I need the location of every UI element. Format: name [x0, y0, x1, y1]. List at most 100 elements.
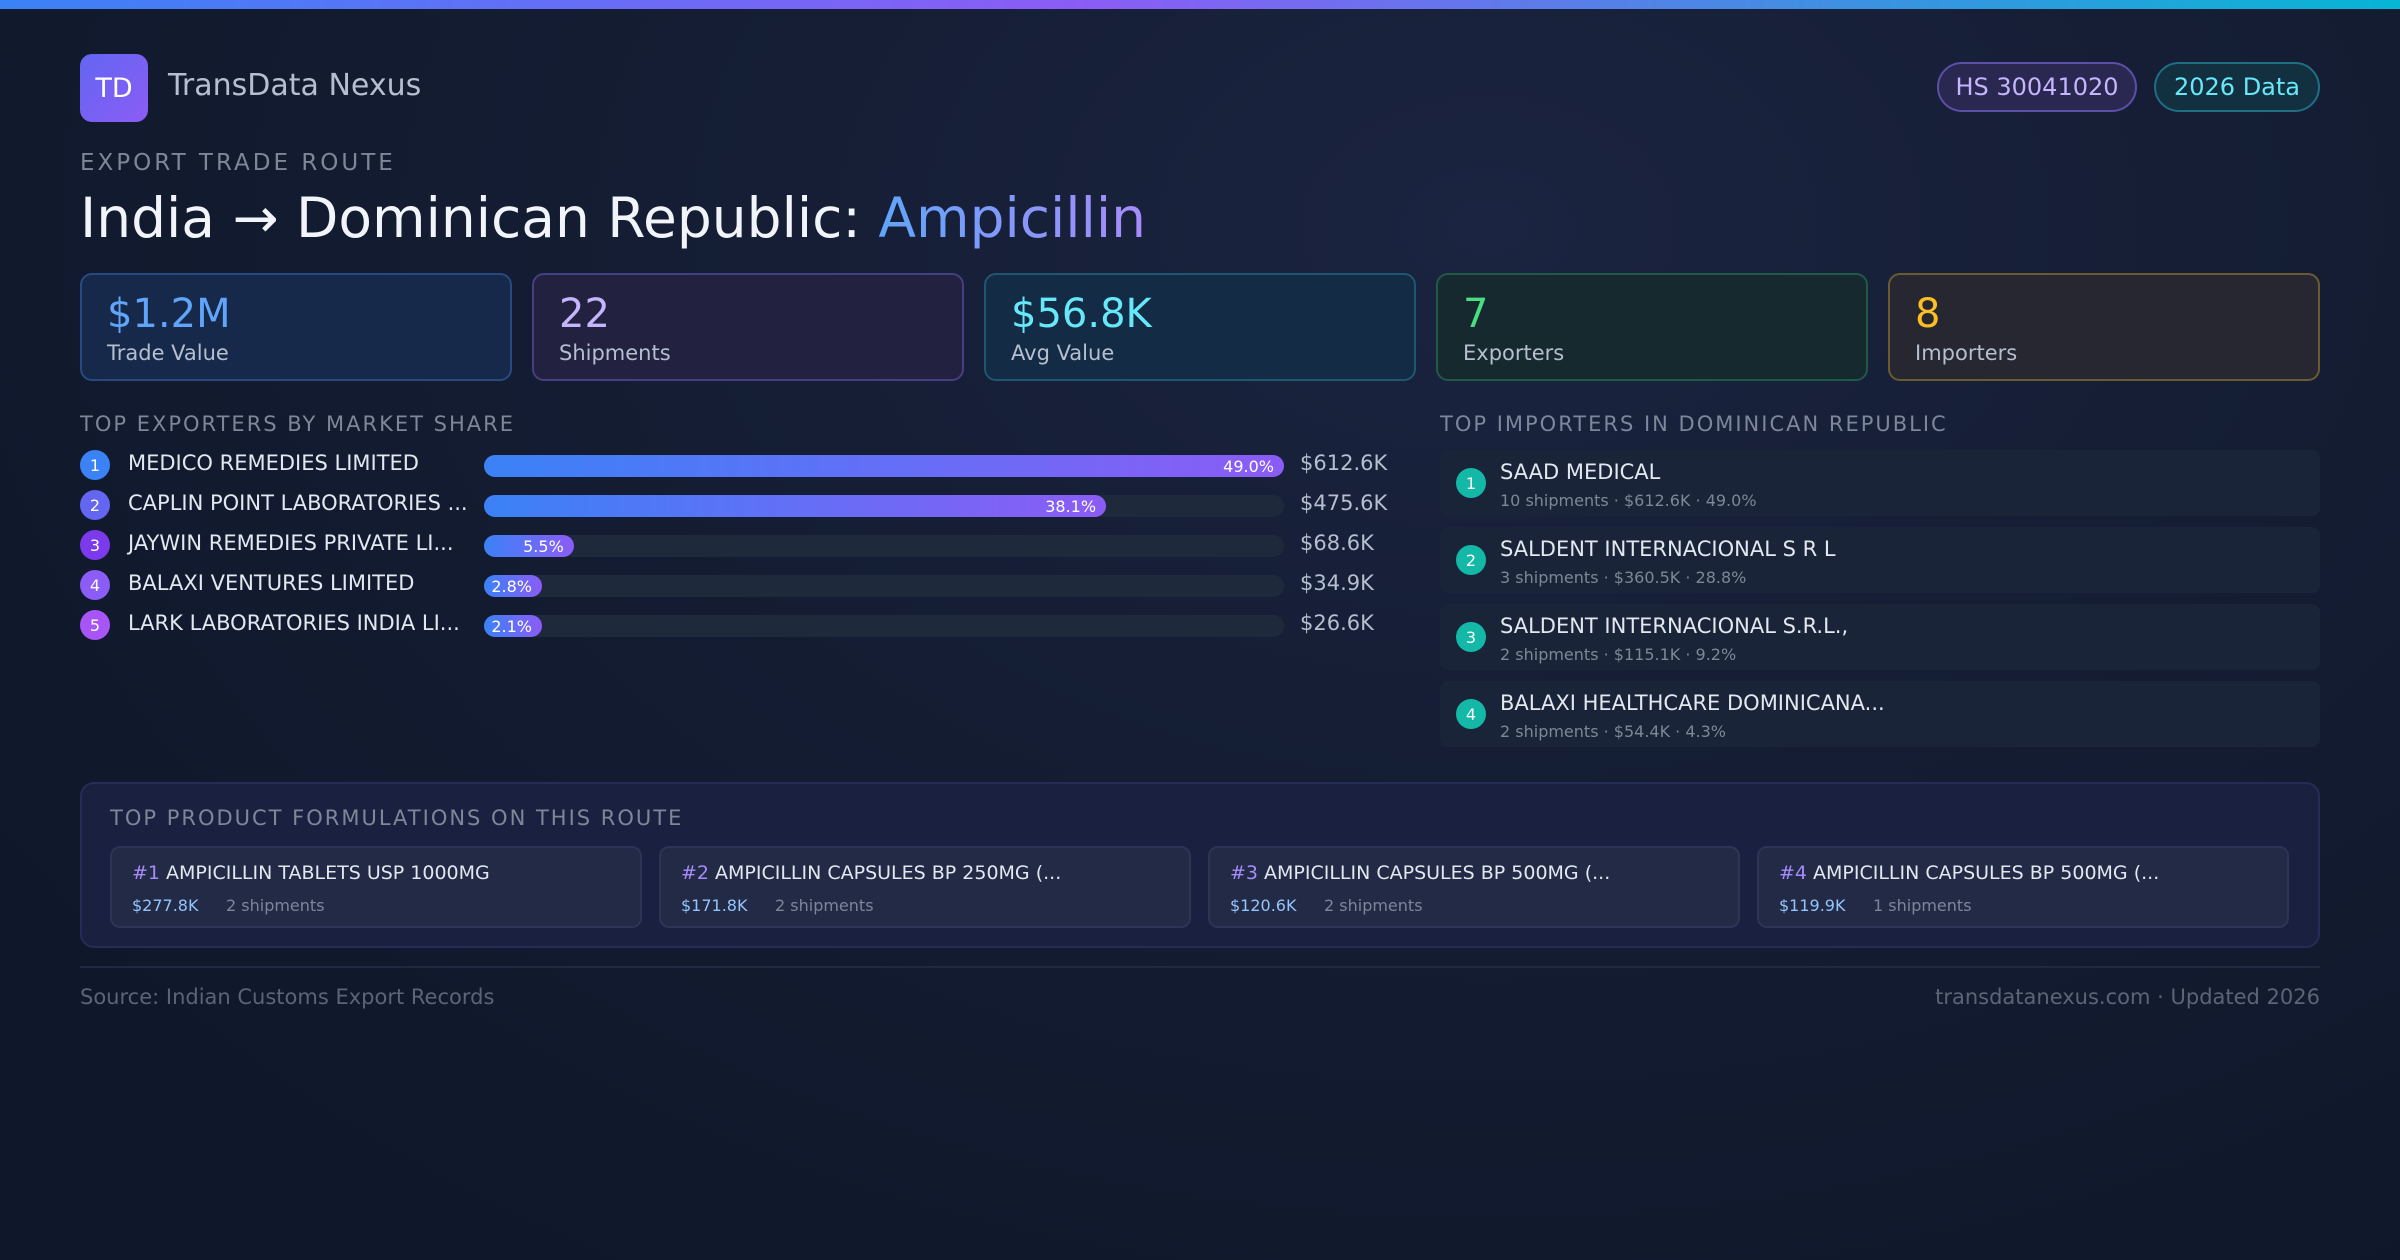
product-index: #1	[132, 862, 161, 884]
share-bar-fill: 2.8%	[484, 575, 542, 597]
exporter-name: CAPLIN POINT LABORATORIES ...	[128, 491, 468, 515]
importer-meta: 10 shipments · $612.6K · 49.0%	[1500, 491, 1757, 510]
exporter-name: BALAXI VENTURES LIMITED	[128, 571, 415, 595]
importer-meta: 2 shipments · $115.1K · 9.2%	[1500, 645, 1737, 664]
importer-meta: 2 shipments · $54.4K · 4.3%	[1500, 722, 1726, 741]
stat-value: 8	[1915, 291, 1941, 337]
share-bar-fill: 49.0%	[484, 455, 1284, 477]
product-shipments: 2 shipments	[1324, 896, 1423, 915]
rank-badge: 4	[1456, 699, 1486, 729]
share-bar-track: 2.8%	[484, 575, 1284, 597]
exporter-value: $34.9K	[1300, 571, 1374, 595]
exporter-name: MEDICO REMEDIES LIMITED	[128, 451, 419, 475]
importer-card[interactable]: 1 SAAD MEDICAL 10 shipments · $612.6K · …	[1440, 450, 2320, 516]
stat-card-importers: 8 Importers	[1888, 273, 2320, 381]
importer-meta: 3 shipments · $360.5K · 28.8%	[1500, 568, 1747, 587]
rank-badge: 2	[1456, 545, 1486, 575]
importer-name: BALAXI HEALTHCARE DOMINICANA...	[1500, 691, 1885, 715]
exporter-value: $68.6K	[1300, 531, 1374, 555]
importer-card[interactable]: 3 SALDENT INTERNACIONAL S.R.L., 2 shipme…	[1440, 604, 2320, 670]
share-percent: 49.0%	[1223, 457, 1274, 476]
share-bar-track: 5.5%	[484, 535, 1284, 557]
product-card[interactable]: #1 AMPICILLIN TABLETS USP 1000MG $277.8K …	[110, 846, 642, 928]
product-index: #4	[1779, 862, 1808, 884]
stat-label: Exporters	[1463, 341, 1565, 365]
product-title: #3 AMPICILLIN CAPSULES BP 500MG (...	[1230, 862, 1610, 884]
importers-section-title: TOP IMPORTERS IN DOMINICAN REPUBLIC	[1440, 412, 1948, 436]
product-name: AMPICILLIN CAPSULES BP 500MG (...	[1813, 862, 2160, 884]
route-label: India → Dominican Republic:	[80, 186, 879, 250]
product-formulations-panel: TOP PRODUCT FORMULATIONS ON THIS ROUTE #…	[80, 782, 2320, 948]
page-eyebrow: EXPORT TRADE ROUTE	[80, 150, 396, 176]
stat-card-avg-value: $56.8K Avg Value	[984, 273, 1416, 381]
stat-value: 7	[1463, 291, 1489, 337]
stat-label: Shipments	[559, 341, 671, 365]
product-value: $120.6K	[1230, 896, 1297, 915]
exporter-name: LARK LABORATORIES INDIA LI...	[128, 611, 460, 635]
exporter-row[interactable]: 4 BALAXI VENTURES LIMITED 2.8% $34.9K	[80, 570, 1380, 600]
product-value: $119.9K	[1779, 896, 1846, 915]
rank-badge: 4	[80, 570, 110, 600]
importer-name: SALDENT INTERNACIONAL S R L	[1500, 537, 1836, 561]
exporter-row[interactable]: 5 LARK LABORATORIES INDIA LI... 2.1% $26…	[80, 610, 1380, 640]
share-percent: 5.5%	[523, 537, 564, 556]
exporter-value: $475.6K	[1300, 491, 1388, 515]
product-index: #3	[1230, 862, 1259, 884]
exporters-section-title: TOP EXPORTERS BY MARKET SHARE	[80, 412, 516, 436]
importer-card[interactable]: 4 BALAXI HEALTHCARE DOMINICANA... 2 ship…	[1440, 681, 2320, 747]
share-bar-track: 49.0%	[484, 455, 1284, 477]
rank-badge: 2	[80, 490, 110, 520]
product-shipments: 2 shipments	[226, 896, 325, 915]
rank-badge: 5	[80, 610, 110, 640]
product-name: AMPICILLIN TABLETS USP 1000MG	[166, 862, 490, 884]
product-index: #2	[681, 862, 710, 884]
products-section-title: TOP PRODUCT FORMULATIONS ON THIS ROUTE	[110, 806, 684, 830]
stat-card-trade-value: $1.2M Trade Value	[80, 273, 512, 381]
product-name: AMPICILLIN CAPSULES BP 250MG (...	[715, 862, 1062, 884]
data-year-badge: 2026 Data	[2154, 62, 2320, 112]
share-bar-fill: 38.1%	[484, 495, 1107, 517]
stat-label: Importers	[1915, 341, 2018, 365]
product-card[interactable]: #2 AMPICILLIN CAPSULES BP 250MG (... $171…	[659, 846, 1191, 928]
product-card[interactable]: #3 AMPICILLIN CAPSULES BP 500MG (... $120…	[1208, 846, 1740, 928]
top-accent-bar	[0, 0, 2400, 9]
stat-label: Avg Value	[1011, 341, 1115, 365]
brand-name[interactable]: TransData Nexus	[168, 68, 422, 103]
product-title: #2 AMPICILLIN CAPSULES BP 250MG (...	[681, 862, 1061, 884]
stat-value: $1.2M	[107, 291, 231, 337]
product-name: AMPICILLIN CAPSULES BP 500MG (...	[1264, 862, 1611, 884]
product-title: #1 AMPICILLIN TABLETS USP 1000MG	[132, 862, 490, 884]
share-bar-fill: 5.5%	[484, 535, 574, 557]
brand-logo[interactable]: TD	[80, 54, 148, 122]
exporter-row[interactable]: 2 CAPLIN POINT LABORATORIES ... 38.1% $4…	[80, 490, 1387, 520]
share-percent: 2.8%	[491, 577, 532, 596]
share-percent: 2.1%	[491, 617, 532, 636]
rank-badge: 3	[80, 530, 110, 560]
footer-site[interactable]: transdatanexus.com · Updated 2026	[1935, 985, 2320, 1009]
footer-source: Source: Indian Customs Export Records	[80, 985, 495, 1009]
rank-badge: 1	[80, 450, 110, 480]
stat-card-exporters: 7 Exporters	[1436, 273, 1868, 381]
product-card[interactable]: #4 AMPICILLIN CAPSULES BP 500MG (... $119…	[1757, 846, 2289, 928]
importer-card[interactable]: 2 SALDENT INTERNACIONAL S R L 3 shipment…	[1440, 527, 2320, 593]
importer-name: SALDENT INTERNACIONAL S.R.L.,	[1500, 614, 1849, 638]
stat-card-shipments: 22 Shipments	[532, 273, 964, 381]
rank-badge: 1	[1456, 468, 1486, 498]
product-value: $171.8K	[681, 896, 748, 915]
exporter-row[interactable]: 1 MEDICO REMEDIES LIMITED 49.0% $612.6K	[80, 450, 1387, 480]
importer-name: SAAD MEDICAL	[1500, 460, 1661, 484]
product-shipments: 1 shipments	[1873, 896, 1972, 915]
share-percent: 38.1%	[1045, 497, 1097, 516]
page-title: India → Dominican Republic: Ampicillin	[80, 186, 1146, 250]
exporter-row[interactable]: 3 JAYWIN REMEDIES PRIVATE LI... 5.5% $68…	[80, 530, 1380, 560]
rank-badge: 3	[1456, 622, 1486, 652]
footer-divider	[80, 966, 2320, 968]
product-name: Ampicillin	[878, 186, 1147, 250]
exporter-value: $612.6K	[1300, 451, 1388, 475]
share-bar-track: 2.1%	[484, 615, 1284, 637]
stat-value: 22	[559, 291, 610, 337]
stat-label: Trade Value	[107, 341, 229, 365]
stat-value: $56.8K	[1011, 291, 1152, 337]
exporter-name: JAYWIN REMEDIES PRIVATE LI...	[128, 531, 454, 555]
exporter-value: $26.6K	[1300, 611, 1374, 635]
